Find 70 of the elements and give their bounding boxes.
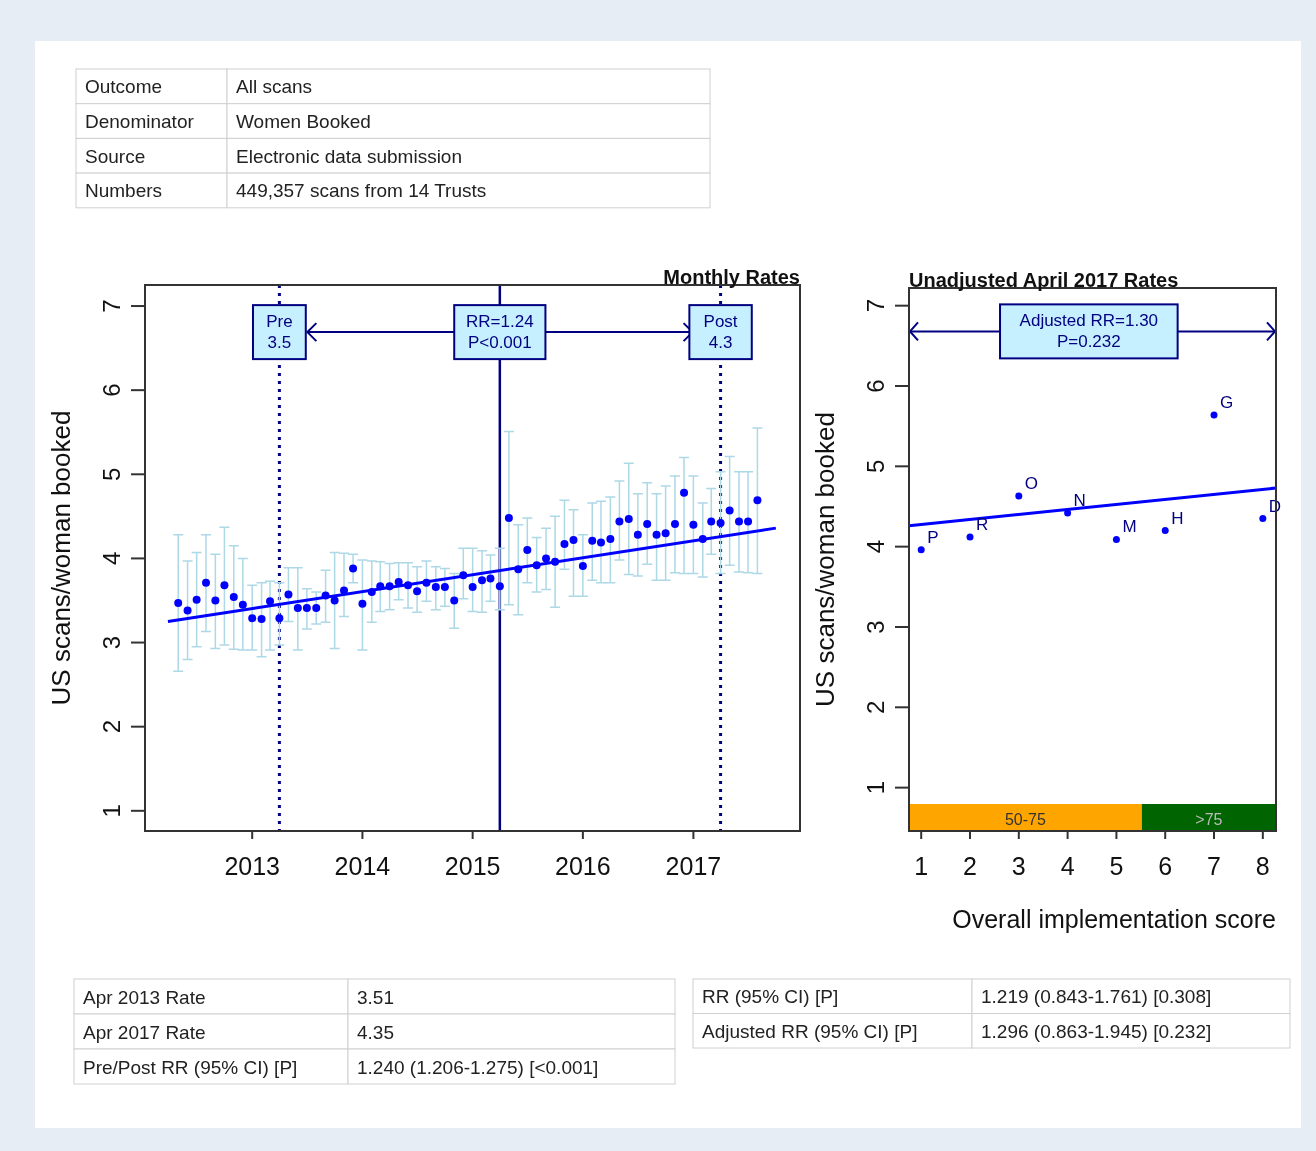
- text: Numbers: [85, 180, 163, 202]
- text: 449,357 scans from 14 Trusts: [236, 180, 487, 202]
- chart-title: Unadjusted April 2017 Rates: [909, 269, 1179, 291]
- annotation: R: [976, 515, 989, 535]
- band-label: >75: [1195, 811, 1223, 828]
- y-tick-label: 1: [97, 804, 125, 818]
- chart-title: Monthly Rates: [663, 266, 800, 288]
- text: Adjusted RR (95% CI) [P]: [702, 1020, 918, 1042]
- point: [1259, 515, 1267, 523]
- annotation: N: [1073, 490, 1086, 510]
- annotation: O: [1024, 474, 1039, 494]
- text: 1.296 (0.863-1.945) [0.232]: [981, 1020, 1212, 1042]
- x-tick-label: 2: [963, 852, 977, 880]
- x-tick-label: 7: [1207, 852, 1221, 880]
- text: 4.35: [357, 1021, 394, 1043]
- x-axis-title: Overall implementation score: [952, 905, 1276, 933]
- y-tick-label: 4: [861, 539, 889, 554]
- band-label: 50-75: [1004, 811, 1046, 828]
- annotation: P: [927, 527, 939, 547]
- text: Electronic data submission: [236, 145, 462, 167]
- y-tick-label: 5: [861, 459, 889, 473]
- text: Outcome: [85, 76, 163, 98]
- point: [1015, 492, 1023, 500]
- text: Apr 2013 Rate: [83, 986, 206, 1008]
- annotation: RR=1.24 P<0.001: [466, 312, 534, 353]
- text: RR (95% CI) [P]: [702, 986, 839, 1008]
- x-tick-label: 1: [914, 852, 929, 880]
- text: Denominator: [85, 111, 195, 133]
- x-tick-label: 4: [1060, 852, 1075, 880]
- y-tick-label: 3: [97, 635, 125, 650]
- y-tick-label: 7: [861, 298, 889, 313]
- point: [1210, 411, 1218, 419]
- x-tick-label: 6: [1158, 852, 1173, 880]
- y-tick-label: 3: [861, 620, 889, 634]
- y-axis-title: US scans/woman booked: [810, 412, 840, 707]
- y-axis-title: US scans/woman booked: [46, 410, 76, 706]
- text: Pre/Post RR (95% CI) [P]: [83, 1056, 298, 1078]
- x-tick-label: 2015: [444, 852, 501, 880]
- x-tick-label: 2013: [224, 852, 281, 880]
- annotation: G: [1220, 392, 1234, 412]
- y-tick-label: 2: [861, 700, 889, 714]
- point: [917, 546, 925, 554]
- annotation: H: [1171, 508, 1184, 528]
- y-tick-label: 2: [97, 720, 125, 734]
- point: [966, 533, 974, 541]
- point: [1112, 535, 1120, 543]
- x-tick-label: 8: [1255, 852, 1270, 880]
- text: 3.51: [357, 986, 394, 1008]
- x-tick-label: 2017: [665, 852, 722, 880]
- x-tick-label: 5: [1109, 852, 1124, 880]
- text: 1.219 (0.843-1.761) [0.308]: [981, 986, 1212, 1008]
- y-tick-label: 4: [97, 551, 125, 566]
- annotation: Pre 3.5: [266, 312, 293, 353]
- text: Women Booked: [236, 111, 371, 133]
- y-tick-label: 1: [861, 780, 889, 795]
- point: [1161, 527, 1169, 535]
- text: 1.240 (1.206-1.275) [<0.001]: [357, 1056, 599, 1078]
- annotation: Post 4.3: [703, 312, 738, 353]
- text: Apr 2017 Rate: [83, 1021, 206, 1043]
- annotation: Adjusted RR=1.30 P=0.232: [1019, 311, 1159, 352]
- annotation: M: [1122, 517, 1137, 537]
- y-tick-label: 5: [97, 467, 125, 481]
- text: All scans: [236, 76, 313, 98]
- x-tick-label: 2016: [555, 852, 611, 880]
- text: Source: [85, 145, 146, 167]
- y-tick-label: 6: [861, 379, 889, 393]
- x-tick-label: 3: [1011, 852, 1026, 880]
- x-tick-label: 2014: [334, 852, 391, 880]
- y-tick-label: 6: [97, 383, 125, 397]
- y-tick-label: 7: [97, 299, 125, 313]
